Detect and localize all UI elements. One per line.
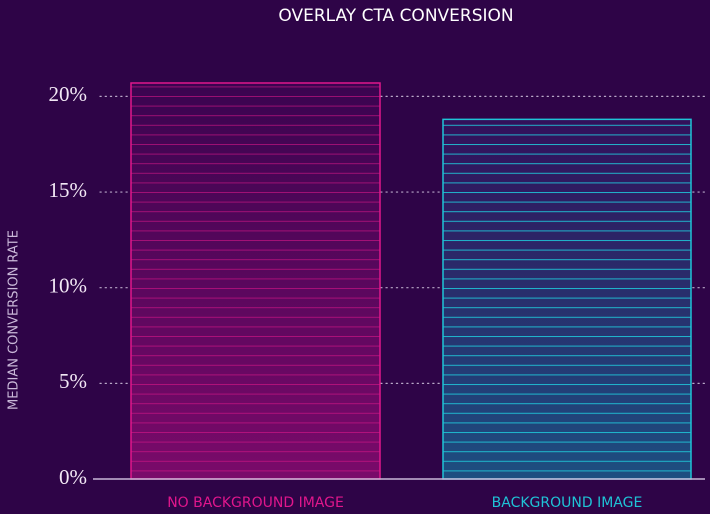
chart-title: OVERLAY CTA CONVERSION (278, 6, 513, 26)
y-tick-label: 20% (49, 82, 88, 106)
y-tick-label: 15% (49, 178, 88, 202)
y-tick-label: 5% (59, 369, 87, 393)
bar (130, 82, 381, 480)
bar (442, 118, 692, 480)
x-tick-label: BACKGROUND IMAGE (492, 495, 643, 511)
y-tick-label: 0% (59, 465, 87, 489)
y-axis-label: MEDIAN CONVERSION RATE (7, 230, 22, 410)
y-tick-label: 10% (49, 274, 88, 298)
x-tick-label: NO BACKGROUND IMAGE (167, 495, 344, 511)
